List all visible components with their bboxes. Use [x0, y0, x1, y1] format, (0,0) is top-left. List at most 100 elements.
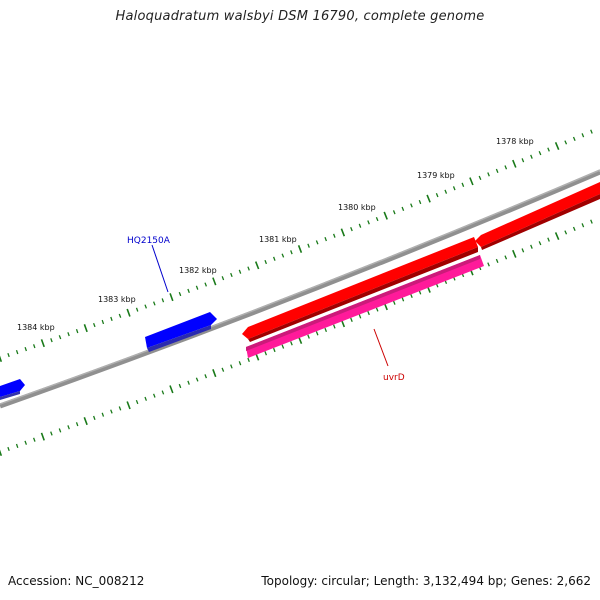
tick-mark	[0, 355, 3, 363]
tick-mark	[469, 177, 474, 186]
tick-mark	[67, 425, 70, 430]
tick-mark	[324, 236, 328, 242]
tick-mark	[392, 300, 396, 305]
tick-mark	[444, 189, 448, 194]
scale-label-1383: 1383 kbp	[98, 295, 136, 304]
tick-mark	[358, 223, 362, 228]
tick-mark	[512, 159, 517, 168]
tick-mark	[161, 298, 165, 303]
tick-mark	[401, 206, 405, 211]
tick-mark	[401, 297, 405, 302]
tick-mark	[487, 172, 490, 177]
tick-mark	[187, 380, 190, 385]
tick-mark	[238, 361, 242, 366]
tick-mark	[247, 357, 250, 363]
tick-mark	[50, 431, 53, 436]
tick-mark	[572, 136, 576, 141]
tick-mark	[367, 220, 370, 225]
tick-mark	[204, 374, 208, 379]
tick-mark	[152, 393, 156, 398]
tick-mark	[350, 226, 353, 232]
tick-mark	[264, 259, 268, 265]
tick-mark	[204, 282, 208, 287]
tick-mark	[554, 141, 560, 151]
tick-mark	[178, 383, 182, 389]
gene-uvrd-leader	[373, 328, 389, 367]
tick-mark	[195, 377, 199, 382]
gene-hq2150a-leader	[151, 244, 169, 293]
gene-hq2150a-label[interactable]: HQ2150A	[127, 236, 171, 246]
tick-mark	[221, 367, 225, 372]
tick-mark	[110, 316, 113, 322]
tick-mark	[32, 437, 36, 442]
tick-mark	[530, 154, 533, 159]
tick-mark	[530, 244, 533, 249]
tick-mark	[195, 285, 199, 290]
tick-mark	[410, 293, 413, 298]
gene-uvrd-label[interactable]: uvrD	[383, 373, 405, 383]
tick-mark	[358, 314, 362, 319]
tick-mark	[572, 226, 576, 231]
tick-mark	[7, 446, 10, 452]
feature-uvrd-rna[interactable]	[246, 255, 484, 358]
tick-mark	[332, 233, 336, 238]
tick-mark	[58, 428, 62, 433]
tick-mark	[58, 335, 62, 340]
tick-mark	[332, 324, 336, 329]
tick-mark	[418, 199, 422, 205]
tick-mark	[512, 249, 517, 258]
tick-mark	[0, 449, 3, 457]
scale-label-1380: 1380 kbp	[338, 203, 376, 212]
tick-mark	[50, 338, 53, 343]
tick-mark	[83, 417, 88, 426]
tick-mark	[487, 262, 490, 267]
tick-mark	[581, 223, 585, 228]
tick-mark	[495, 168, 499, 173]
tick-mark	[75, 328, 79, 334]
tick-mark	[547, 237, 550, 242]
tick-mark	[135, 307, 139, 312]
gene-right-edge[interactable]	[475, 182, 600, 250]
tick-mark	[375, 307, 379, 312]
scale-label-1384: 1384 kbp	[17, 323, 55, 332]
tick-mark	[221, 276, 225, 281]
tick-mark	[40, 339, 45, 348]
tick-mark	[564, 140, 568, 145]
tick-mark	[478, 175, 482, 180]
tick-mark	[538, 151, 542, 156]
gene-left-edge[interactable]	[0, 379, 25, 400]
genome-summary-text: Topology: circular; Length: 3,132,494 bp…	[261, 574, 591, 588]
tick-mark	[452, 186, 456, 191]
tick-mark	[281, 344, 285, 349]
tick-mark	[7, 352, 10, 358]
tick-mark	[15, 443, 19, 449]
tick-mark	[254, 261, 260, 270]
tick-mark	[92, 322, 96, 328]
map-title: Haloquadratum walsbyi DSM 16790, complet…	[115, 9, 485, 24]
tick-mark	[435, 193, 439, 198]
tick-mark	[410, 203, 413, 208]
tick-mark	[101, 412, 105, 417]
tick-mark	[581, 133, 585, 138]
tick-mark	[590, 219, 593, 224]
tick-mark	[307, 243, 310, 248]
tick-mark	[495, 258, 499, 264]
tick-mark	[118, 313, 122, 318]
scale-label-1382: 1382 kbp	[179, 266, 217, 275]
gene-uvrd[interactable]	[242, 237, 478, 342]
tick-mark	[169, 385, 174, 394]
scale-label-1379: 1379 kbp	[417, 171, 455, 180]
tick-mark	[290, 341, 293, 346]
tick-mark	[340, 228, 346, 237]
tick-mark	[547, 147, 550, 152]
tick-mark	[40, 432, 45, 441]
tick-mark	[32, 344, 36, 349]
tick-mark	[212, 369, 217, 378]
tick-mark	[521, 248, 525, 253]
gene-hq2150a[interactable]	[145, 312, 217, 352]
tick-mark	[290, 250, 293, 255]
tick-mark	[272, 347, 276, 353]
tick-mark	[521, 158, 525, 163]
genome-backbone	[0, 169, 600, 409]
tick-mark	[83, 324, 88, 333]
